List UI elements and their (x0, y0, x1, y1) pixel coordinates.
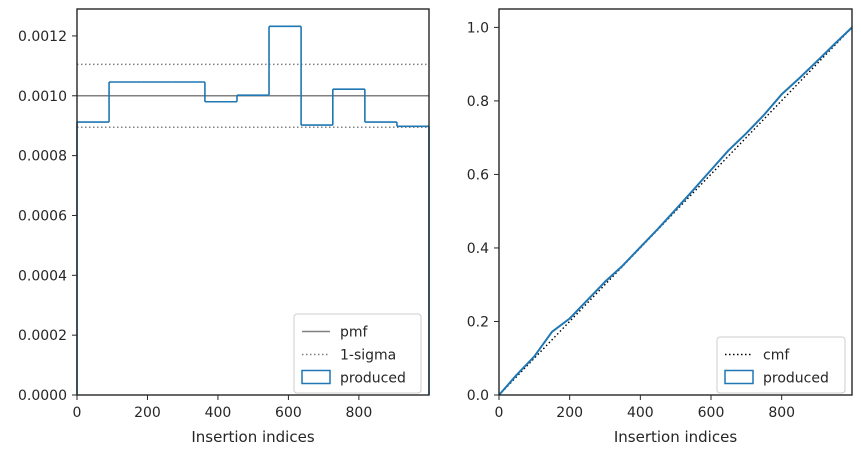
axes-frame (76, 8, 430, 396)
y-tick-label: 1.0 (467, 20, 489, 36)
y-tick-label: 0.2 (467, 314, 489, 330)
y-tick-label: 0.6 (467, 167, 489, 183)
y-tick-label: 0.0008 (18, 149, 67, 165)
x-tick-label: 200 (134, 405, 161, 421)
legend-swatch-produced (724, 369, 754, 385)
cmf-chart-panel: 0 200 400 600 800 0.0 0.2 0.4 0.6 0.8 1.0 Insertion… (467, 8, 853, 446)
x-tick-label: 600 (698, 405, 725, 421)
y-tick-label: 0.0002 (18, 328, 67, 344)
legend-label: produced (763, 371, 829, 387)
x-tick-label: 200 (556, 405, 583, 421)
pmf-chart-panel: 0 200 400 600 800 0.0000 0.0002 0.0004 0.0006 0.0… (18, 8, 430, 446)
x-axis-label: Insertion indices (191, 428, 314, 446)
legend-box (716, 336, 846, 394)
y-tick-label: 0.0 (467, 388, 489, 404)
legend-box (293, 313, 422, 394)
x-tick-label: 800 (768, 405, 795, 421)
x-tick-label: 400 (627, 405, 654, 421)
x-tick-label: 600 (275, 405, 302, 421)
x-tick-label: 800 (346, 405, 373, 421)
legend-swatch-produced (301, 369, 331, 385)
produced-line (498, 26, 853, 396)
legend: pmf 1-sigma produced (293, 313, 422, 394)
legend-label: produced (340, 371, 406, 387)
y-tick-label: 0.0012 (18, 29, 67, 45)
y-tick-label: 0.0006 (18, 208, 67, 224)
legend-label: pmf (340, 325, 369, 341)
x-axis-label: Insertion indices (614, 428, 737, 446)
legend: cmf produced (716, 336, 846, 394)
y-tick-label: 0.0004 (18, 268, 67, 284)
x-tick-label: 0 (73, 405, 82, 421)
y-tick-label: 0.0010 (18, 89, 67, 105)
legend-label: cmf (763, 348, 790, 364)
x-tick-label: 0 (495, 405, 504, 421)
axes-frame (498, 8, 853, 396)
y-tick-label: 0.0000 (18, 388, 67, 404)
x-tick-label: 400 (205, 405, 232, 421)
legend-label: 1-sigma (340, 348, 396, 364)
y-tick-label: 0.4 (467, 241, 489, 257)
cmf-line (498, 26, 853, 396)
y-tick-label: 0.8 (467, 94, 489, 110)
